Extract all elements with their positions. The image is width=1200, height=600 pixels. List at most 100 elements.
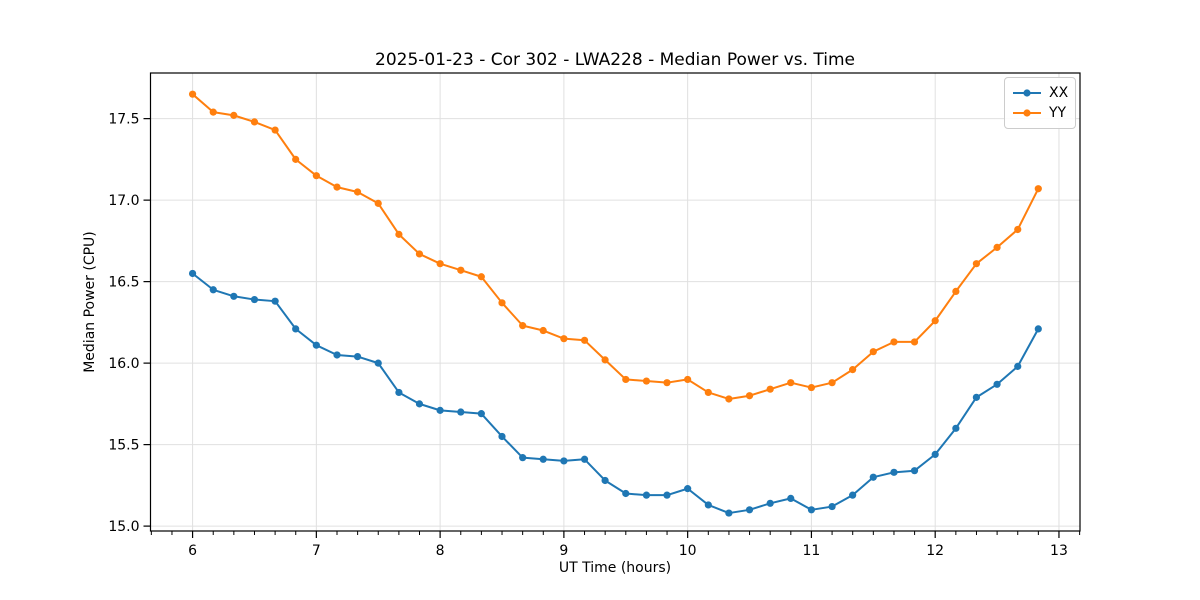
data-point-yy [250, 118, 259, 126]
data-point-yy [601, 356, 609, 364]
y-tick-label: 15.5 [108, 438, 139, 454]
data-point-yy [931, 317, 939, 325]
legend-item-yy: YY [1012, 103, 1067, 123]
legend-label-xx: XX [1049, 85, 1069, 101]
data-point-xx [807, 506, 816, 514]
data-point-yy [807, 383, 816, 392]
data-point-xx [560, 457, 568, 465]
plot-border [149, 72, 1081, 532]
data-point-yy [580, 336, 589, 344]
data-point-xx [1034, 325, 1042, 333]
data-point-xx [828, 502, 836, 511]
data-point-yy [312, 172, 320, 180]
data-point-xx [209, 286, 217, 294]
data-point-xx [993, 380, 1001, 388]
data-point-yy [1034, 185, 1042, 193]
data-point-yy [477, 273, 485, 281]
data-point-xx [869, 473, 877, 481]
data-point-xx [890, 468, 898, 476]
x-tick-label: 9 [559, 543, 568, 559]
data-point-yy [395, 230, 403, 238]
data-point-yy [766, 385, 774, 393]
data-point-xx [539, 455, 547, 463]
x-tick-label: 10 [679, 543, 697, 559]
data-point-yy [704, 388, 712, 397]
data-point-yy [333, 183, 341, 191]
data-point-yy [292, 155, 300, 163]
data-point-yy [993, 243, 1001, 251]
data-point-yy [353, 188, 362, 196]
data-point-xx [642, 491, 651, 499]
data-point-xx [374, 359, 382, 367]
data-point-yy [972, 260, 981, 268]
data-point-yy [1014, 225, 1022, 234]
data-point-xx [952, 424, 960, 432]
data-point-yy [684, 375, 692, 384]
data-point-yy [539, 326, 547, 335]
data-point-yy [209, 108, 217, 116]
data-point-yy [787, 379, 795, 387]
data-point-xx [292, 325, 300, 333]
y-tick-label: 15.0 [108, 519, 139, 535]
data-point-xx [787, 494, 795, 503]
data-point-xx [766, 499, 774, 507]
chart-title: 2025-01-23 - Cor 302 - LWA228 - Median P… [375, 50, 855, 70]
data-point-xx [663, 491, 671, 499]
data-point-yy [560, 335, 568, 343]
y-tick-label: 17.5 [108, 112, 139, 128]
data-point-xx [188, 269, 197, 278]
data-point-xx [333, 351, 341, 359]
data-point-xx [230, 292, 238, 300]
data-point-xx [457, 408, 465, 416]
x-tick-label: 12 [926, 543, 944, 559]
x-tick-label: 11 [803, 543, 821, 559]
data-point-xx [271, 297, 279, 305]
data-point-yy [642, 377, 651, 385]
x-tick-label: 13 [1050, 543, 1068, 559]
data-point-yy [725, 395, 733, 403]
data-point-xx [353, 353, 362, 361]
data-point-yy [230, 111, 238, 119]
legend-line-marker-icon [1013, 109, 1041, 117]
series-line-yy [191, 93, 1040, 400]
x-tick-label: 7 [312, 543, 321, 559]
data-point-yy [457, 266, 465, 274]
data-point-yy [869, 348, 877, 356]
legend-line-marker-icon [1013, 89, 1041, 97]
data-point-xx [972, 393, 981, 401]
data-point-yy [271, 126, 279, 134]
data-point-yy [849, 366, 857, 374]
y-tick-label: 17.0 [108, 193, 139, 209]
data-point-xx [745, 506, 754, 514]
data-point-xx [312, 341, 320, 349]
y-tick-label: 16.5 [108, 275, 139, 291]
data-point-xx [684, 485, 692, 493]
data-point-xx [725, 509, 733, 517]
data-point-xx [415, 400, 424, 408]
data-point-yy [663, 379, 671, 387]
data-point-xx [498, 432, 506, 441]
data-point-yy [745, 392, 754, 400]
data-point-xx [910, 467, 919, 475]
data-point-xx [580, 455, 589, 463]
data-point-yy [622, 375, 630, 384]
series-line-xx [191, 272, 1040, 515]
legend-label-yy: YY [1049, 105, 1067, 121]
data-point-yy [498, 299, 506, 307]
x-axis-label: UT Time (hours) [558, 560, 672, 576]
data-point-xx [477, 410, 485, 418]
data-point-xx [601, 476, 609, 485]
data-point-xx [849, 491, 857, 499]
data-point-yy [415, 250, 424, 258]
data-point-xx [1014, 362, 1022, 370]
data-point-yy [374, 199, 382, 207]
data-point-xx [395, 388, 403, 397]
data-point-xx [436, 406, 444, 414]
data-point-xx [931, 450, 939, 458]
data-point-xx [704, 501, 712, 509]
legend: XX YY [1004, 77, 1076, 129]
x-tick-label: 8 [436, 543, 445, 559]
data-point-yy [519, 322, 527, 330]
